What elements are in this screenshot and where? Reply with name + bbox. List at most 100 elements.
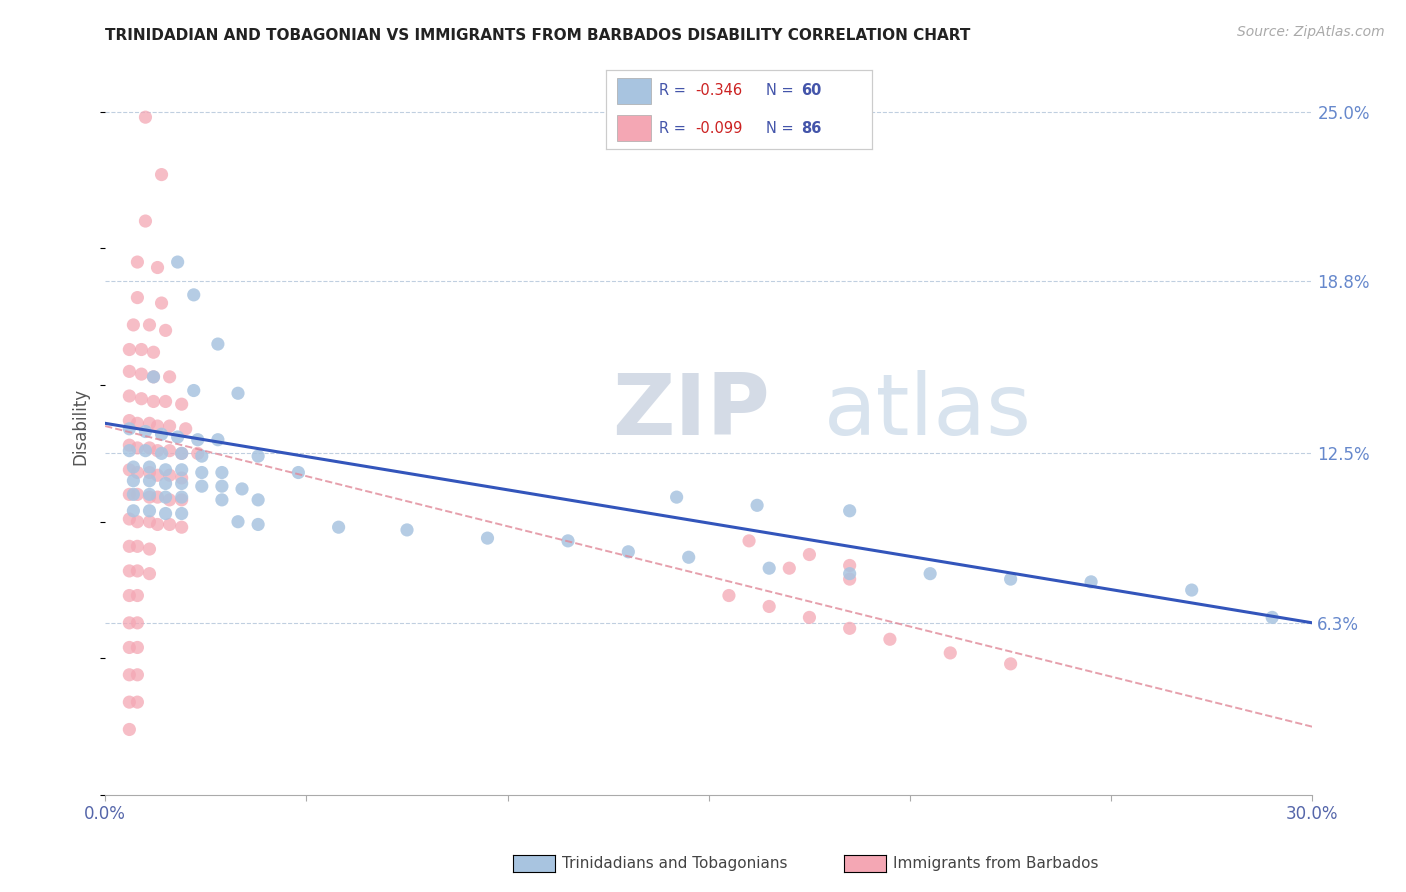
Point [247, 517, 270, 532]
Point [838, 572, 860, 586]
Point [127, 615, 149, 630]
Point [146, 468, 169, 483]
Point [150, 446, 173, 460]
Point [138, 417, 160, 431]
Point [118, 615, 141, 630]
Point [118, 364, 141, 378]
Point [758, 599, 780, 614]
Point [118, 443, 141, 458]
Point [226, 515, 249, 529]
Point [187, 433, 209, 447]
Text: Immigrants from Barbados: Immigrants from Barbados [893, 856, 1098, 871]
Point [799, 548, 821, 562]
Point [1181, 583, 1204, 598]
Point [127, 441, 149, 455]
Point [879, 632, 901, 647]
Point [131, 367, 153, 381]
Point [118, 640, 141, 655]
Point [477, 531, 499, 545]
Point [207, 337, 229, 351]
Point [159, 419, 181, 434]
Point [1000, 572, 1022, 586]
Point [191, 479, 214, 493]
Point [142, 394, 165, 409]
Point [146, 260, 169, 275]
Point [155, 323, 177, 337]
Point [138, 566, 160, 581]
Point [138, 466, 160, 480]
Point [155, 476, 177, 491]
Point [617, 545, 640, 559]
Point [226, 386, 249, 401]
Point [138, 460, 160, 475]
Point [118, 564, 141, 578]
Point [146, 490, 169, 504]
Point [134, 443, 156, 458]
Point [118, 667, 141, 681]
Text: Trinidadians and Tobagonians: Trinidadians and Tobagonians [562, 856, 787, 871]
Point [138, 542, 160, 557]
Point [717, 589, 740, 603]
Point [170, 446, 193, 460]
Point [1000, 657, 1022, 671]
Point [127, 640, 149, 655]
Point [183, 288, 205, 302]
Point [118, 422, 141, 436]
Point [799, 610, 821, 624]
Point [155, 463, 177, 477]
Point [170, 520, 193, 534]
Point [127, 695, 149, 709]
Point [138, 441, 160, 455]
Point [170, 446, 193, 460]
Point [678, 550, 700, 565]
Point [745, 499, 768, 513]
Point [166, 255, 188, 269]
Point [838, 504, 860, 518]
Point [170, 397, 193, 411]
Point [127, 255, 149, 269]
Point [127, 417, 149, 431]
Text: atlas: atlas [824, 370, 1032, 453]
Point [247, 492, 270, 507]
Point [118, 463, 141, 477]
Point [138, 504, 160, 518]
Point [738, 533, 761, 548]
Point [150, 296, 173, 310]
Text: Source: ZipAtlas.com: Source: ZipAtlas.com [1237, 25, 1385, 39]
Point [939, 646, 962, 660]
Text: ZIP: ZIP [612, 370, 770, 453]
Point [211, 492, 233, 507]
Point [142, 369, 165, 384]
Point [150, 168, 173, 182]
Point [758, 561, 780, 575]
Point [170, 471, 193, 485]
Point [170, 490, 193, 504]
Point [122, 318, 145, 332]
Point [395, 523, 418, 537]
Point [138, 318, 160, 332]
Point [118, 389, 141, 403]
Point [170, 463, 193, 477]
Point [211, 479, 233, 493]
Point [150, 427, 173, 442]
Point [665, 490, 688, 504]
Point [127, 487, 149, 501]
Point [174, 422, 197, 436]
Point [146, 443, 169, 458]
Point [557, 533, 579, 548]
Point [118, 695, 141, 709]
Point [1261, 610, 1284, 624]
Point [138, 487, 160, 501]
Point [838, 566, 860, 581]
Point [166, 430, 188, 444]
Point [118, 589, 141, 603]
Point [131, 343, 153, 357]
Point [146, 419, 169, 434]
Point [155, 490, 177, 504]
Point [207, 433, 229, 447]
Point [122, 460, 145, 475]
Point [122, 474, 145, 488]
Y-axis label: Disability: Disability [72, 387, 89, 465]
Point [146, 517, 169, 532]
Point [118, 512, 141, 526]
